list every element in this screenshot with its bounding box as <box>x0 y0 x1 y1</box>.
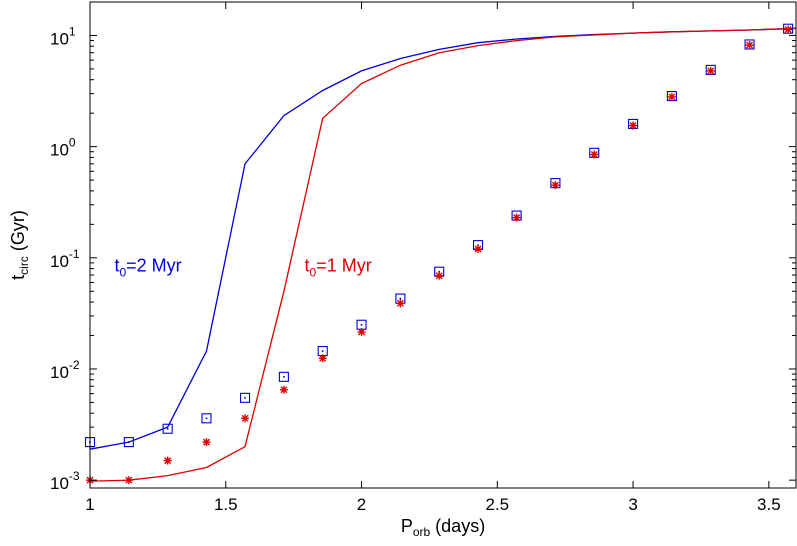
red-stars-point <box>551 181 560 190</box>
red-stars-point <box>745 41 754 50</box>
blue-squares-point <box>278 371 289 382</box>
plot-frame <box>89 1 797 489</box>
red-stars-point <box>667 92 676 101</box>
annotation-t0-1: t0=1 Myr <box>305 256 372 280</box>
x-tick-label: 1.5 <box>214 495 238 514</box>
red-stars-point <box>396 299 405 308</box>
x-tick-label: 2 <box>357 495 366 514</box>
red-stars-point <box>435 271 444 280</box>
red-stars-point <box>241 414 250 423</box>
y-axis-label: tcirc (Gyr) <box>8 210 31 280</box>
red-stars-point <box>474 245 483 254</box>
red-stars-point <box>590 150 599 159</box>
blue-squares-point <box>162 423 173 434</box>
x-tick-label: 1 <box>85 495 94 514</box>
x-axis-label-rest: (days) <box>430 516 485 536</box>
x-tick-label: 3 <box>628 495 637 514</box>
x-axis-label-sub: orb <box>413 525 431 539</box>
y-tick-label: 101 <box>50 24 76 48</box>
y-tick-label: 10-1 <box>50 247 80 271</box>
x-axis-label: Porb (days) <box>401 516 485 539</box>
x-axis-ticks: 1 1.5 2 2.5 3 3.5 <box>85 2 781 514</box>
y-tick-label: 10-3 <box>50 469 80 493</box>
y-tick-label: 10-2 <box>50 358 80 382</box>
blue-squares-point <box>201 413 212 424</box>
red-stars-point <box>629 121 638 130</box>
plot-markers <box>84 23 794 485</box>
annotation-t0-2: t0=2 Myr <box>114 256 181 280</box>
red-stars-point <box>163 456 172 465</box>
red-stars-point <box>512 213 521 222</box>
plot-lines <box>89 27 797 482</box>
x-tick-label: 3.5 <box>757 495 781 514</box>
red-stars-point <box>279 385 288 394</box>
annotations: t0=2 Myr t0=1 Myr <box>114 256 371 280</box>
red-line <box>89 27 797 482</box>
y-axis-ticks: 10-3 10-2 10-1 100 101 <box>50 1 796 493</box>
red-stars-point <box>318 354 327 363</box>
y-tick-label: 100 <box>50 136 76 160</box>
red-stars-point <box>357 328 366 337</box>
blue-squares-point <box>123 437 134 448</box>
x-axis-label-main: P <box>401 516 413 536</box>
red-stars-point <box>202 438 211 447</box>
red-stars-point <box>784 25 793 34</box>
y-axis-label-main: t <box>8 275 28 280</box>
red-stars-point <box>124 476 133 485</box>
red-stars-point <box>706 66 715 75</box>
y-axis-label-sub: circ <box>17 256 31 275</box>
y-axis-label-rest: (Gyr) <box>8 210 28 256</box>
x-tick-label: 2.5 <box>485 495 509 514</box>
blue-squares-point <box>239 392 251 403</box>
